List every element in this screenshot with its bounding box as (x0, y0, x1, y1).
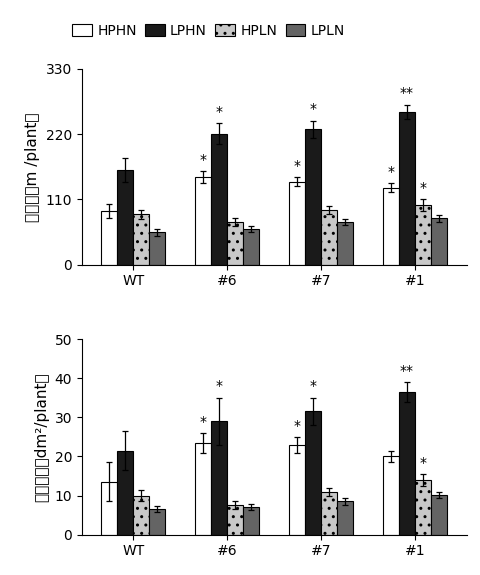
Bar (149, 232, 165, 264)
Text: *: * (309, 102, 316, 116)
Text: *: * (387, 164, 394, 179)
Bar (288, 444, 304, 535)
Bar (414, 205, 430, 264)
Bar (304, 129, 321, 264)
Bar (336, 222, 352, 264)
Bar (382, 187, 398, 264)
Bar (195, 177, 211, 264)
Y-axis label: 根表面积（dm²/plant）: 根表面积（dm²/plant） (34, 372, 49, 502)
Text: *: * (216, 380, 222, 393)
Bar (243, 507, 259, 535)
Bar (211, 133, 227, 264)
Text: *: * (293, 419, 300, 432)
Bar (101, 212, 117, 264)
Text: *: * (419, 456, 426, 470)
Bar (101, 482, 117, 535)
Bar (243, 229, 259, 264)
Bar (195, 443, 211, 535)
Bar (133, 496, 149, 535)
Bar (288, 182, 304, 264)
Bar (382, 457, 398, 535)
Bar (430, 495, 446, 535)
Bar (336, 501, 352, 535)
Bar (321, 210, 336, 264)
Text: **: ** (399, 364, 413, 378)
Bar (227, 505, 243, 535)
Bar (414, 480, 430, 535)
Text: *: * (309, 380, 316, 393)
Y-axis label: 总根长（m /plant）: 总根长（m /plant） (25, 112, 40, 221)
Bar (149, 509, 165, 535)
Text: *: * (216, 105, 222, 118)
Text: *: * (199, 153, 206, 167)
Bar (398, 392, 414, 535)
Bar (321, 492, 336, 535)
Text: *: * (199, 415, 206, 429)
Legend: HPHN, LPHN, HPLN, LPLN: HPHN, LPHN, HPLN, LPLN (69, 21, 347, 41)
Bar (430, 218, 446, 264)
Bar (117, 170, 133, 264)
Text: *: * (419, 181, 426, 195)
Text: **: ** (399, 86, 413, 100)
Bar (117, 451, 133, 535)
Bar (133, 214, 149, 264)
Bar (227, 222, 243, 264)
Bar (398, 112, 414, 264)
Bar (211, 421, 227, 535)
Bar (304, 412, 321, 535)
Text: *: * (293, 159, 300, 172)
